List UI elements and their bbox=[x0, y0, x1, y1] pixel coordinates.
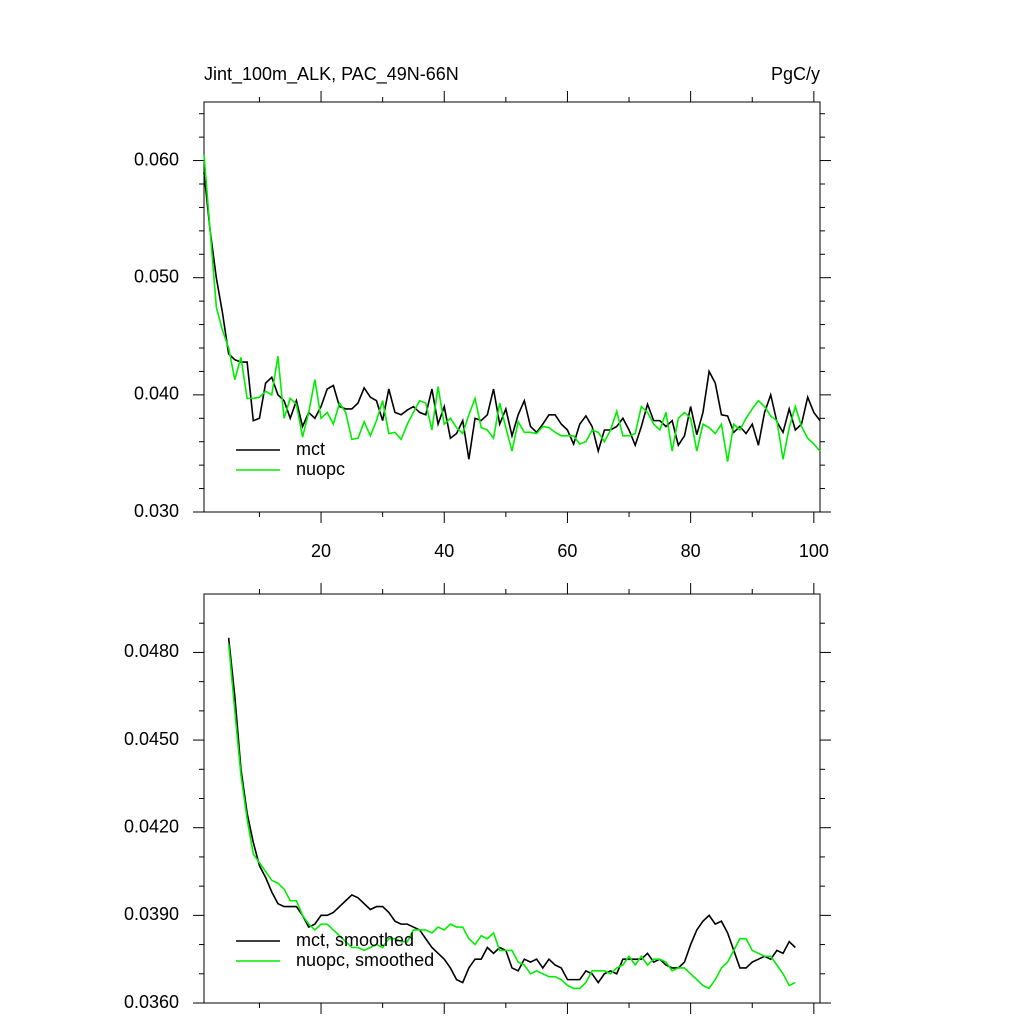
y-tick-label: 0.0450 bbox=[124, 729, 179, 749]
y-tick-label: 0.060 bbox=[134, 149, 179, 169]
legend-label: mct, smoothed bbox=[296, 930, 414, 950]
x-tick-label: 40 bbox=[434, 541, 454, 561]
y-tick-label: 0.040 bbox=[134, 384, 179, 404]
legend-label: mct bbox=[296, 439, 325, 459]
units-label: PgC/y bbox=[771, 64, 820, 84]
legend-label: nuopc bbox=[296, 459, 345, 479]
chart-title: Jint_100m_ALK, PAC_49N-66N bbox=[204, 64, 459, 85]
x-tick-label: 60 bbox=[557, 541, 577, 561]
y-tick-label: 0.050 bbox=[134, 266, 179, 286]
plot-frame bbox=[203, 101, 821, 513]
data-line bbox=[203, 154, 821, 462]
y-tick-label: 0.0480 bbox=[124, 641, 179, 661]
y-tick-label: 0.0360 bbox=[124, 992, 179, 1012]
x-tick-label: 100 bbox=[799, 541, 829, 561]
legend-label: nuopc, smoothed bbox=[296, 950, 434, 970]
y-tick-label: 0.0420 bbox=[124, 816, 179, 836]
plot-frame bbox=[203, 593, 821, 1004]
y-tick-label: 0.0390 bbox=[124, 904, 179, 924]
x-tick-label: 20 bbox=[311, 541, 331, 561]
x-tick-label: 80 bbox=[681, 541, 701, 561]
data-line bbox=[227, 637, 796, 984]
data-line bbox=[227, 643, 796, 990]
data-line bbox=[203, 172, 821, 460]
y-tick-label: 0.030 bbox=[134, 501, 179, 521]
